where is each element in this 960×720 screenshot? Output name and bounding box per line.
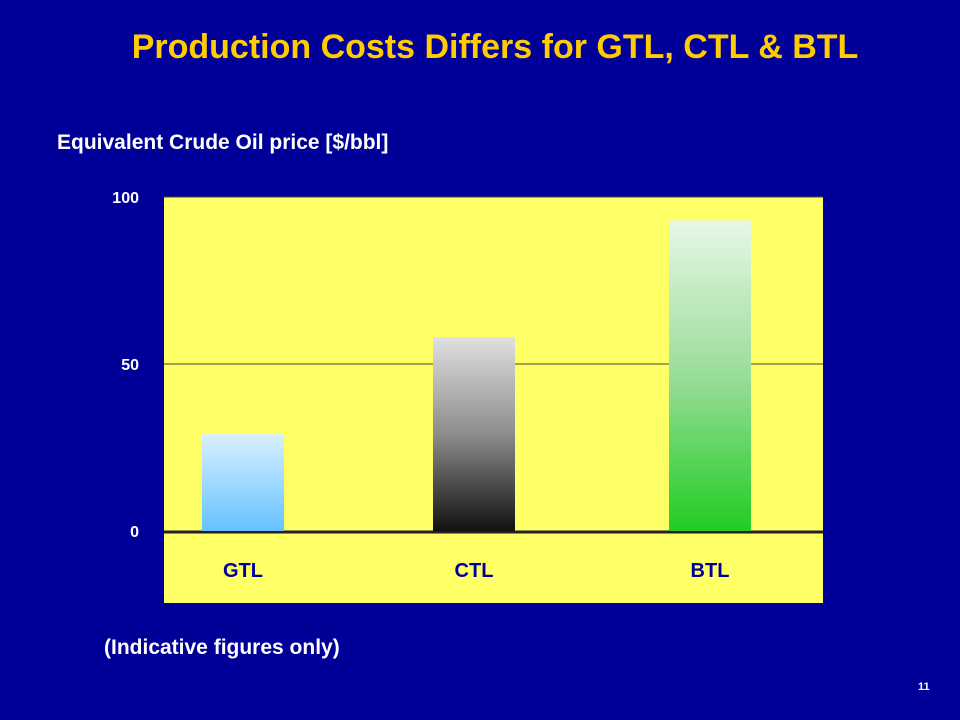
y-tick-label: 100 — [112, 190, 139, 207]
bar-ctl — [433, 337, 515, 531]
category-label-gtl: GTL — [223, 560, 263, 582]
bar-gtl — [202, 434, 284, 531]
slide-title: Production Costs Differs for GTL, CTL & … — [131, 28, 859, 66]
category-label-btl: BTL — [691, 560, 730, 582]
category-label-ctl: CTL — [455, 560, 494, 582]
y-tick-label: 50 — [121, 357, 139, 374]
chart-ylabel: Equivalent Crude Oil price [$/bbl] — [57, 131, 389, 154]
disclaimer-note: (Indicative figures only) — [104, 636, 340, 659]
y-tick-label: 0 — [130, 524, 139, 541]
page-number: 11 — [918, 681, 930, 693]
bar-btl — [669, 220, 751, 531]
